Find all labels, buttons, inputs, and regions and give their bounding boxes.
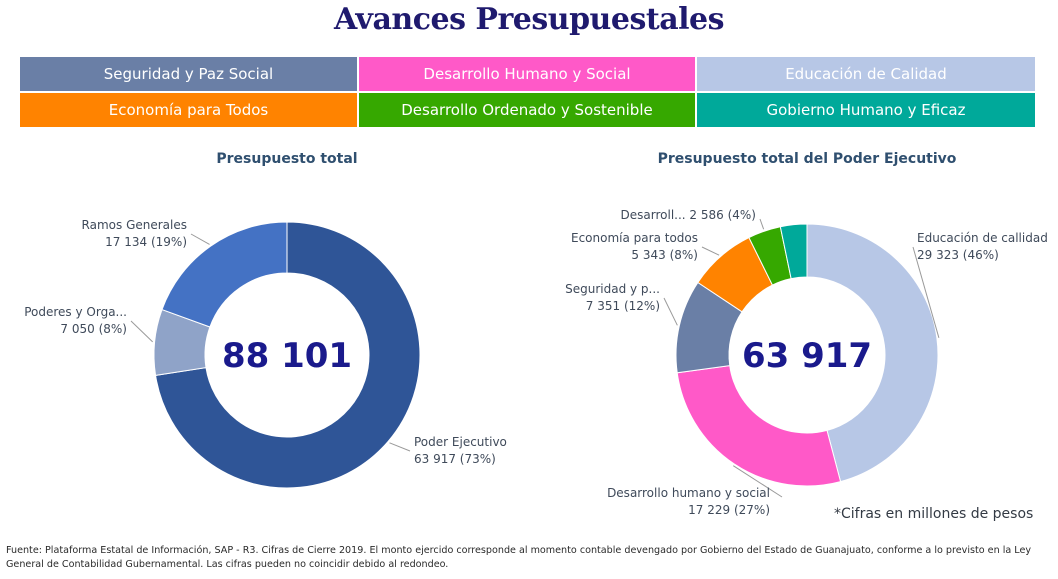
donut-slice[interactable] <box>155 221 421 489</box>
slice-value-label: 5 343 (8%) <box>631 248 698 262</box>
slice-value-label: 17 229 (27%) <box>688 503 770 517</box>
center-total: 88 101 <box>222 336 352 376</box>
center-ejecutivo: 63 917 <box>742 336 872 376</box>
leader-line <box>663 297 678 326</box>
slice-value-label: 29 323 (46%) <box>917 248 999 262</box>
slice-value-label: 63 917 (73%) <box>414 452 496 466</box>
slice-label: Desarrollo humano y social <box>607 486 770 500</box>
tab-gobierno[interactable]: Gobierno Humano y Eficaz <box>697 93 1035 127</box>
donut-chart-total: Poder Ejecutivo 63 917 (73%) Poderes y Org… <box>24 218 507 489</box>
slice-label: Seguridad y p... <box>565 282 660 296</box>
slice-label: Poder Ejecutivo <box>414 435 507 449</box>
page-title: Avances Presupuestales <box>333 2 725 37</box>
tab-economia[interactable]: Economía para Todos <box>20 93 357 127</box>
tab-seguridad[interactable]: Seguridad y Paz Social <box>20 57 357 91</box>
units-note: *Cifras en millones de pesos <box>834 506 1034 522</box>
leader-line <box>732 465 783 498</box>
tab-educacion[interactable]: Educación de Calidad <box>697 57 1035 91</box>
leader-line <box>190 233 210 245</box>
slice-value-label: 17 134 (19%) <box>105 235 187 249</box>
leader-line <box>130 320 153 343</box>
slice-label: Ramos Generales <box>82 218 187 232</box>
source-footnote: Fuente: Plataforma Estatal de Informació… <box>6 545 1032 570</box>
tab-desarrollo-ordenado[interactable]: Desarrollo Ordenado y Sostenible <box>359 93 695 127</box>
leader-line <box>912 246 940 338</box>
leader-line <box>389 442 411 452</box>
donut-slice[interactable] <box>779 223 808 280</box>
donut-slice[interactable] <box>676 365 842 487</box>
leader-line <box>759 218 765 230</box>
tab-desarrollo-humano[interactable]: Desarrollo Humano y Social <box>359 57 695 91</box>
slice-value-label: 7 351 (12%) <box>586 299 660 313</box>
chart-title-total: Presupuesto total <box>216 151 358 167</box>
slice-label: Poderes y Orga... <box>24 305 127 319</box>
chart-title-ejecutivo: Presupuesto total del Poder Ejecutivo <box>657 151 957 167</box>
slice-value-label: 7 050 (8%) <box>60 322 127 336</box>
donut-slice[interactable] <box>806 223 939 483</box>
leader-line <box>701 246 720 256</box>
slice-label: Economía para todos <box>571 231 698 245</box>
slice-label: Desarroll... 2 586 (4%) <box>621 208 756 222</box>
donut-slice[interactable] <box>161 221 288 328</box>
donut-chart-ejecutivo: Educación de callidad 29 323 (46%) Desarro… <box>565 208 1048 517</box>
slice-label: Educación de callidad <box>917 231 1048 245</box>
